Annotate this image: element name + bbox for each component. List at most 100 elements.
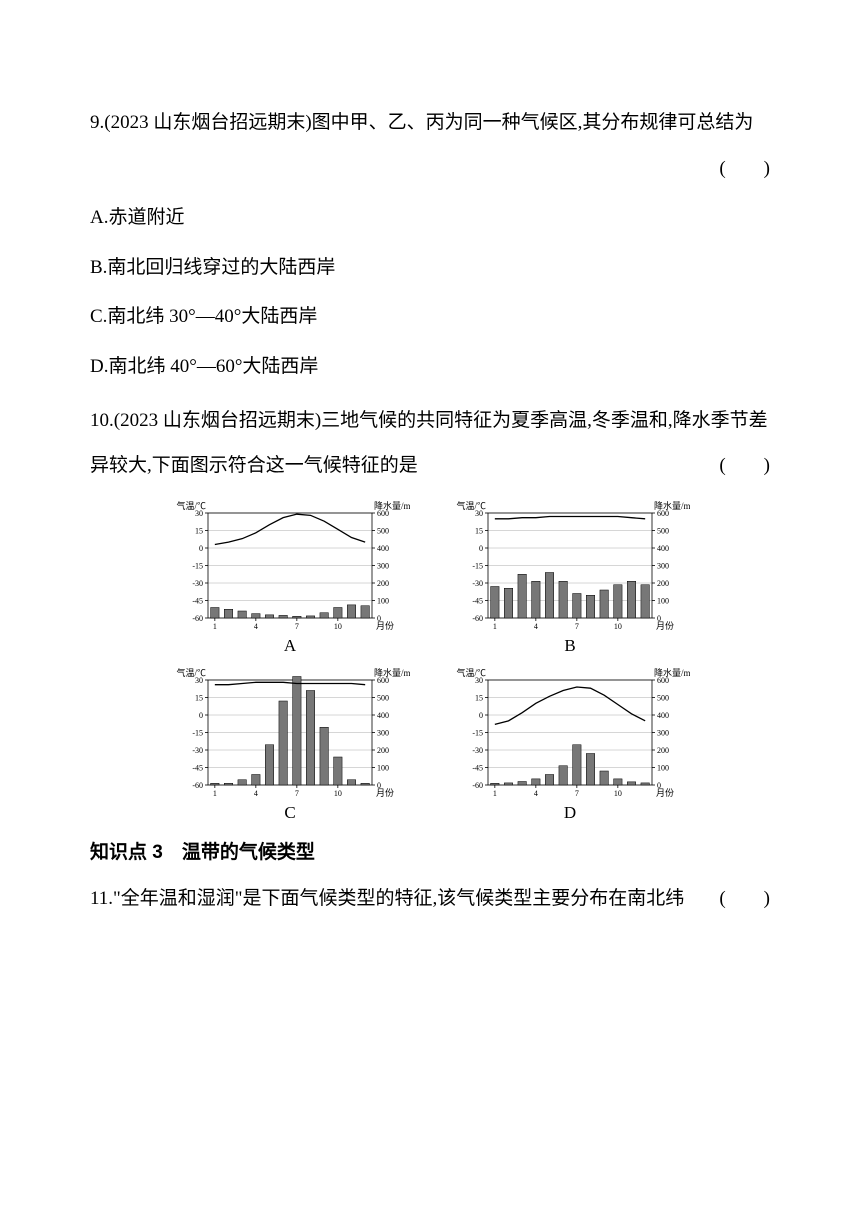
svg-text:15: 15 (475, 526, 483, 535)
chart-a-wrap: 气温/℃降水量/mm30150-15-30-45-606005004003002… (170, 497, 410, 658)
svg-text:-30: -30 (472, 579, 483, 588)
svg-text:-30: -30 (192, 579, 203, 588)
svg-text:7: 7 (575, 789, 579, 798)
svg-text:30: 30 (475, 509, 483, 518)
svg-text:-60: -60 (472, 781, 483, 790)
svg-text:0: 0 (479, 711, 483, 720)
svg-text:4: 4 (254, 622, 258, 631)
svg-text:600: 600 (377, 676, 389, 685)
svg-text:100: 100 (377, 763, 389, 772)
question-9: 9.(2023 山东烟台招远期末)图中甲、乙、丙为同一种气候区,其分布规律可总结… (90, 100, 770, 390)
svg-text:月份: 月份 (376, 787, 394, 798)
svg-text:600: 600 (657, 509, 669, 518)
chart-c: 气温/℃降水量/mm30150-15-30-45-606005004003002… (170, 664, 410, 799)
svg-text:300: 300 (657, 561, 669, 570)
svg-text:-30: -30 (472, 746, 483, 755)
svg-text:1: 1 (213, 622, 217, 631)
q10-bracket: ( ) (719, 443, 770, 489)
svg-text:200: 200 (657, 579, 669, 588)
svg-text:200: 200 (377, 579, 389, 588)
svg-text:-60: -60 (192, 614, 203, 623)
svg-text:-15: -15 (472, 561, 483, 570)
svg-text:200: 200 (657, 746, 669, 755)
svg-text:-30: -30 (192, 746, 203, 755)
svg-text:1: 1 (493, 789, 497, 798)
svg-text:30: 30 (195, 509, 203, 518)
svg-text:0: 0 (199, 544, 203, 553)
svg-text:10: 10 (614, 622, 622, 631)
q9-stem: 9.(2023 山东烟台招远期末)图中甲、乙、丙为同一种气候区,其分布规律可总结… (90, 100, 770, 146)
q11-stem: 11."全年温和湿润"是下面气候类型的特征,该气候类型主要分布在南北纬 (90, 876, 684, 922)
svg-text:0: 0 (479, 544, 483, 553)
svg-text:400: 400 (377, 544, 389, 553)
svg-text:600: 600 (657, 676, 669, 685)
climate-charts-grid: 气温/℃降水量/mm30150-15-30-45-606005004003002… (170, 497, 690, 825)
q10-stem-line1: 10.(2023 山东烟台招远期末)三地气候的共同特征为夏季高温,冬季温和,降水… (90, 398, 770, 444)
section-3-heading: 知识点 3 温带的气候类型 (90, 830, 770, 876)
svg-text:7: 7 (295, 789, 299, 798)
chart-b-label: B (450, 634, 690, 658)
svg-text:-45: -45 (472, 596, 483, 605)
svg-text:-60: -60 (472, 614, 483, 623)
q9-option-c: C.南北纬 30°—40°大陆西岸 (90, 294, 770, 340)
svg-text:1: 1 (493, 622, 497, 631)
svg-text:500: 500 (657, 526, 669, 535)
svg-text:300: 300 (377, 728, 389, 737)
question-10: 10.(2023 山东烟台招远期末)三地气候的共同特征为夏季高温,冬季温和,降水… (90, 398, 770, 489)
svg-text:600: 600 (377, 509, 389, 518)
svg-text:-15: -15 (192, 561, 203, 570)
q9-option-b: B.南北回归线穿过的大陆西岸 (90, 245, 770, 291)
svg-text:500: 500 (377, 693, 389, 702)
chart-a: 气温/℃降水量/mm30150-15-30-45-606005004003002… (170, 497, 410, 632)
chart-d-wrap: 气温/℃降水量/mm30150-15-30-45-606005004003002… (450, 664, 690, 825)
svg-text:500: 500 (657, 693, 669, 702)
svg-text:4: 4 (534, 622, 538, 631)
svg-text:100: 100 (377, 596, 389, 605)
svg-text:100: 100 (657, 596, 669, 605)
svg-text:4: 4 (534, 789, 538, 798)
svg-text:500: 500 (377, 526, 389, 535)
svg-text:100: 100 (657, 763, 669, 772)
svg-text:-45: -45 (192, 763, 203, 772)
question-11: 11."全年温和湿润"是下面气候类型的特征,该气候类型主要分布在南北纬 ( ) (90, 876, 770, 922)
chart-b-wrap: 气温/℃降水量/mm30150-15-30-45-606005004003002… (450, 497, 690, 658)
svg-text:月份: 月份 (656, 620, 674, 631)
svg-text:200: 200 (377, 746, 389, 755)
svg-text:月份: 月份 (656, 787, 674, 798)
svg-text:1: 1 (213, 789, 217, 798)
svg-text:30: 30 (195, 676, 203, 685)
svg-text:-60: -60 (192, 781, 203, 790)
svg-text:7: 7 (575, 622, 579, 631)
chart-c-wrap: 气温/℃降水量/mm30150-15-30-45-606005004003002… (170, 664, 410, 825)
q10-stem-line2: 异较大,下面图示符合这一气候特征的是 (90, 443, 418, 489)
chart-d-label: D (450, 801, 690, 825)
svg-text:10: 10 (334, 622, 342, 631)
chart-d: 气温/℃降水量/mm30150-15-30-45-606005004003002… (450, 664, 690, 799)
svg-text:300: 300 (657, 728, 669, 737)
chart-a-label: A (170, 634, 410, 658)
svg-text:10: 10 (614, 789, 622, 798)
svg-text:-45: -45 (472, 763, 483, 772)
svg-text:300: 300 (377, 561, 389, 570)
chart-b: 气温/℃降水量/mm30150-15-30-45-606005004003002… (450, 497, 690, 632)
svg-text:15: 15 (195, 693, 203, 702)
svg-text:7: 7 (295, 622, 299, 631)
q9-option-a: A.赤道附近 (90, 195, 770, 241)
svg-text:15: 15 (195, 526, 203, 535)
q11-bracket: ( ) (719, 876, 770, 922)
svg-text:-15: -15 (192, 728, 203, 737)
svg-text:-15: -15 (472, 728, 483, 737)
svg-text:400: 400 (657, 544, 669, 553)
svg-text:4: 4 (254, 789, 258, 798)
svg-text:月份: 月份 (376, 620, 394, 631)
chart-c-label: C (170, 801, 410, 825)
svg-text:400: 400 (377, 711, 389, 720)
svg-text:10: 10 (334, 789, 342, 798)
svg-text:15: 15 (475, 693, 483, 702)
svg-text:30: 30 (475, 676, 483, 685)
svg-text:400: 400 (657, 711, 669, 720)
svg-text:0: 0 (199, 711, 203, 720)
svg-text:-45: -45 (192, 596, 203, 605)
q9-option-d: D.南北纬 40°—60°大陆西岸 (90, 344, 770, 390)
q9-bracket: ( ) (719, 146, 770, 192)
